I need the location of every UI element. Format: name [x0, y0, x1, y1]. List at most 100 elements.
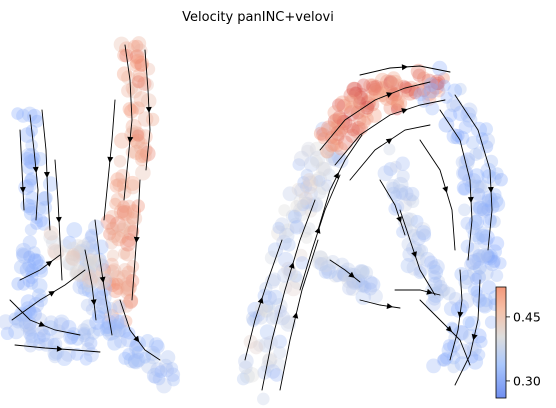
cell-point	[272, 221, 285, 234]
cell-point	[23, 250, 36, 263]
streamline	[84, 249, 97, 321]
cell-point	[122, 326, 136, 340]
cell-point	[13, 260, 29, 275]
cell-point	[109, 216, 126, 233]
cell-point	[417, 228, 432, 242]
cell-point	[36, 191, 52, 207]
cell-point	[450, 301, 467, 318]
cell-point	[111, 323, 126, 338]
cell-point	[22, 320, 37, 335]
cell-point	[261, 353, 277, 369]
cell-point	[321, 120, 336, 136]
cell-point	[159, 363, 174, 378]
cell-point	[392, 176, 409, 193]
cell-point	[35, 325, 49, 338]
cell-point	[420, 251, 435, 267]
cell-point	[302, 175, 319, 192]
cell-point	[23, 339, 37, 353]
cell-point	[438, 79, 451, 92]
cell-point	[481, 190, 497, 206]
cell-point	[368, 85, 385, 101]
cell-point	[126, 212, 140, 225]
cell-point	[23, 174, 38, 188]
cell-point	[458, 120, 473, 134]
cell-point	[333, 153, 349, 169]
cell-point	[82, 257, 95, 270]
cell-point	[316, 181, 330, 195]
cell-point	[28, 252, 42, 266]
cell-point	[83, 259, 98, 275]
cell-point	[123, 294, 138, 309]
cell-point	[389, 78, 404, 93]
cell-point	[265, 364, 281, 379]
cell-point	[474, 226, 491, 242]
cell-point	[113, 314, 128, 329]
cell-point	[123, 352, 140, 369]
cell-point	[285, 209, 300, 224]
streamline-arrow	[127, 136, 134, 143]
cell-point	[346, 123, 360, 137]
cell-point	[123, 225, 139, 241]
cell-point	[135, 149, 149, 163]
cell-point	[8, 323, 25, 340]
streamline-arrow	[288, 262, 295, 269]
cell-point	[30, 217, 43, 230]
cell-point	[331, 118, 345, 132]
cell-point	[152, 372, 166, 386]
cell-point	[294, 182, 310, 198]
cell-point	[410, 246, 425, 261]
streamline	[123, 44, 133, 201]
cell-point	[368, 83, 382, 97]
cell-point	[356, 279, 370, 293]
streamline-arrow	[348, 271, 355, 278]
cell-point	[111, 231, 127, 247]
cell-point	[416, 225, 432, 241]
cell-point	[259, 324, 276, 340]
streamline-arrow	[45, 260, 53, 267]
streamline	[379, 179, 406, 236]
cell-point	[366, 107, 382, 123]
cell-point	[45, 235, 61, 251]
cell-point	[84, 336, 98, 350]
cell-point	[93, 297, 107, 310]
cell-point	[357, 115, 371, 129]
cell-point	[318, 265, 333, 279]
cell-point	[126, 260, 140, 273]
cell-point	[17, 278, 30, 291]
cell-point	[412, 68, 426, 83]
cell-point	[437, 72, 450, 85]
cell-point	[465, 351, 479, 364]
cell-point	[467, 354, 484, 370]
cell-point	[61, 254, 78, 271]
cell-point	[407, 229, 421, 243]
cell-point	[386, 186, 400, 201]
streamline-arrow	[471, 333, 478, 341]
cell-point	[125, 82, 139, 95]
cell-point	[475, 335, 488, 348]
cell-point	[415, 244, 429, 257]
cell-point	[433, 279, 448, 294]
cell-point	[393, 184, 409, 200]
cell-point	[27, 152, 41, 166]
cell-point	[329, 112, 342, 126]
cell-point	[443, 108, 458, 123]
cell-point	[112, 282, 125, 295]
cell-point	[481, 169, 497, 184]
cell-point	[25, 307, 38, 320]
cell-point	[93, 239, 109, 255]
cell-point	[465, 220, 480, 236]
cell-point	[473, 200, 489, 216]
cell-point	[106, 221, 120, 235]
cell-point	[476, 296, 492, 313]
cell-point	[489, 188, 502, 201]
cell-point	[91, 252, 107, 268]
streamline-arrow	[401, 108, 408, 114]
cell-point	[389, 160, 402, 173]
cell-point	[89, 314, 105, 330]
cell-point	[80, 240, 95, 256]
cell-point	[385, 179, 401, 194]
cell-point	[137, 111, 154, 127]
cell-point	[0, 314, 14, 330]
cell-point	[102, 326, 117, 341]
cell-point	[479, 122, 494, 136]
